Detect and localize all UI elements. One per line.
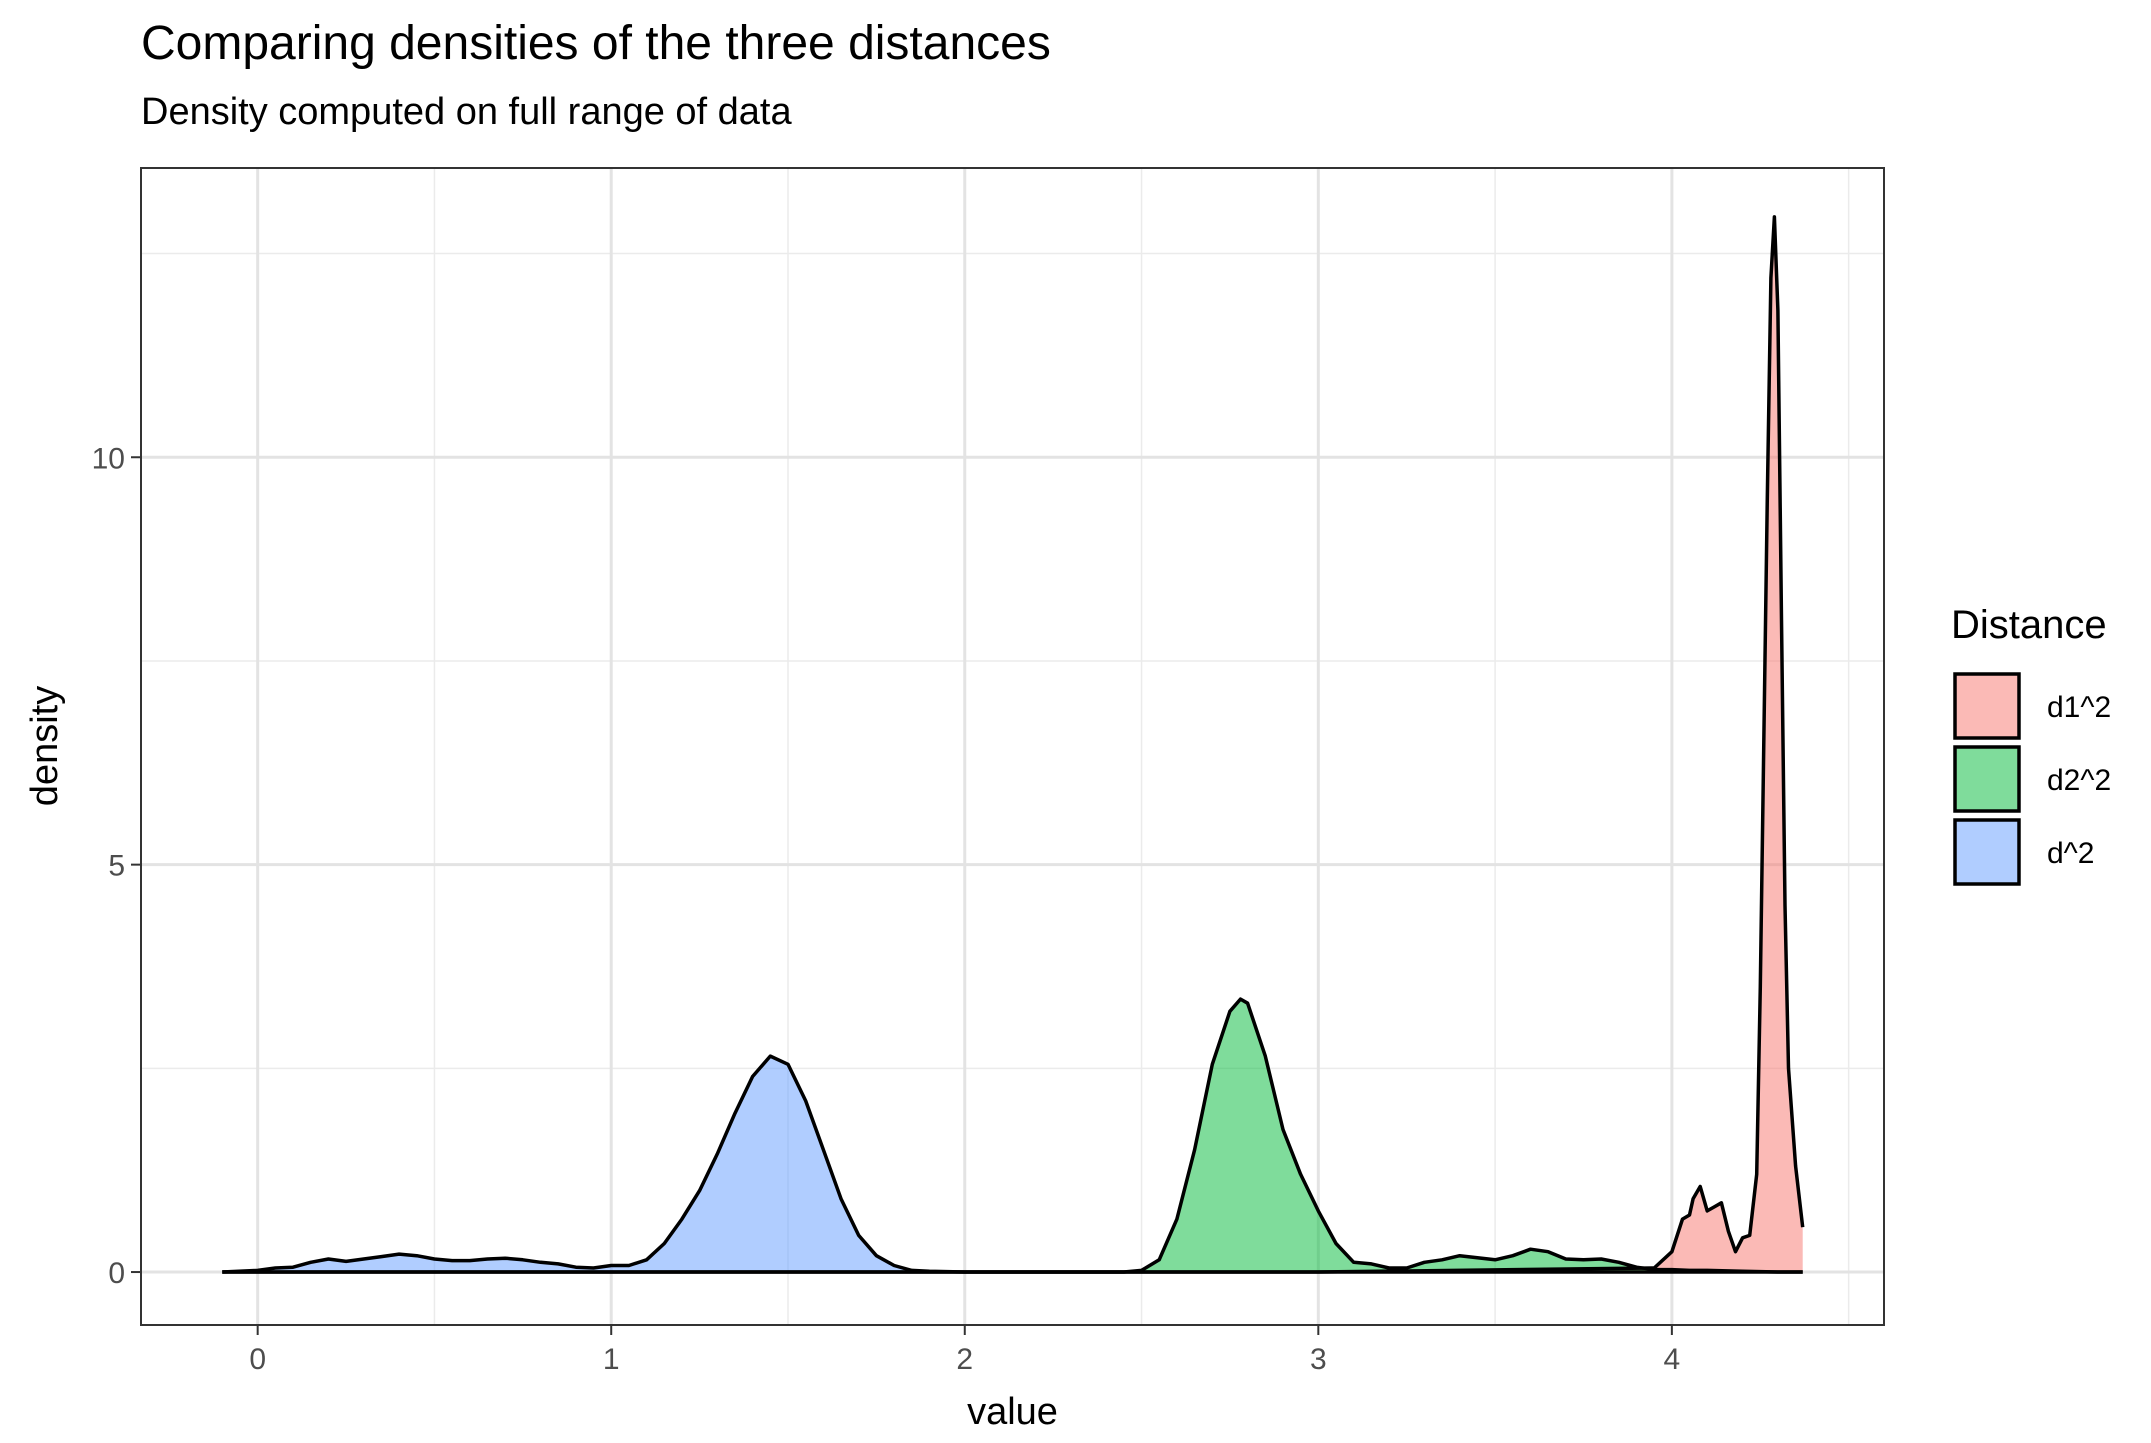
legend: Distance d1^2 d2^2 d^2	[1951, 603, 2111, 886]
panel-border	[140, 167, 1885, 1326]
density-line-d2^2	[222, 997, 1803, 1274]
x-axis-title: value	[967, 1391, 1058, 1433]
legend-key-d1^2	[1953, 672, 2021, 740]
x-tick-label: 3	[1310, 1343, 1327, 1376]
y-tick-label: 10	[92, 442, 125, 475]
density-areas	[222, 215, 1805, 1274]
legend-key-d^2	[1953, 818, 2021, 886]
x-tick-label: 1	[603, 1343, 620, 1376]
legend-key-d2^2	[1953, 745, 2021, 813]
legend-label-d1^2: d1^2	[2047, 691, 2111, 724]
chart-title: Comparing densities of the three distanc…	[141, 17, 1051, 70]
y-tick-label: 5	[108, 850, 125, 883]
y-tick-label: 0	[108, 1257, 125, 1290]
density-line-d1^2	[222, 215, 1805, 1274]
density-line-d^2	[222, 1054, 1803, 1274]
legend-label-d^2: d^2	[2047, 837, 2094, 870]
x-tick-label: 4	[1664, 1343, 1681, 1376]
grid-lines	[141, 168, 1884, 1325]
legend-title: Distance	[1951, 603, 2107, 647]
panel-background	[141, 168, 1884, 1325]
axes: 0 1 2 3 4 0 5 10	[92, 442, 1681, 1376]
x-tick-label: 0	[249, 1343, 266, 1376]
chart-subtitle: Density computed on full range of data	[141, 91, 792, 133]
legend-label-d2^2: d2^2	[2047, 764, 2111, 797]
legend-keys: d1^2 d2^2 d^2	[1953, 672, 2111, 886]
y-axis-title: density	[24, 686, 66, 806]
x-tick-label: 2	[956, 1343, 973, 1376]
